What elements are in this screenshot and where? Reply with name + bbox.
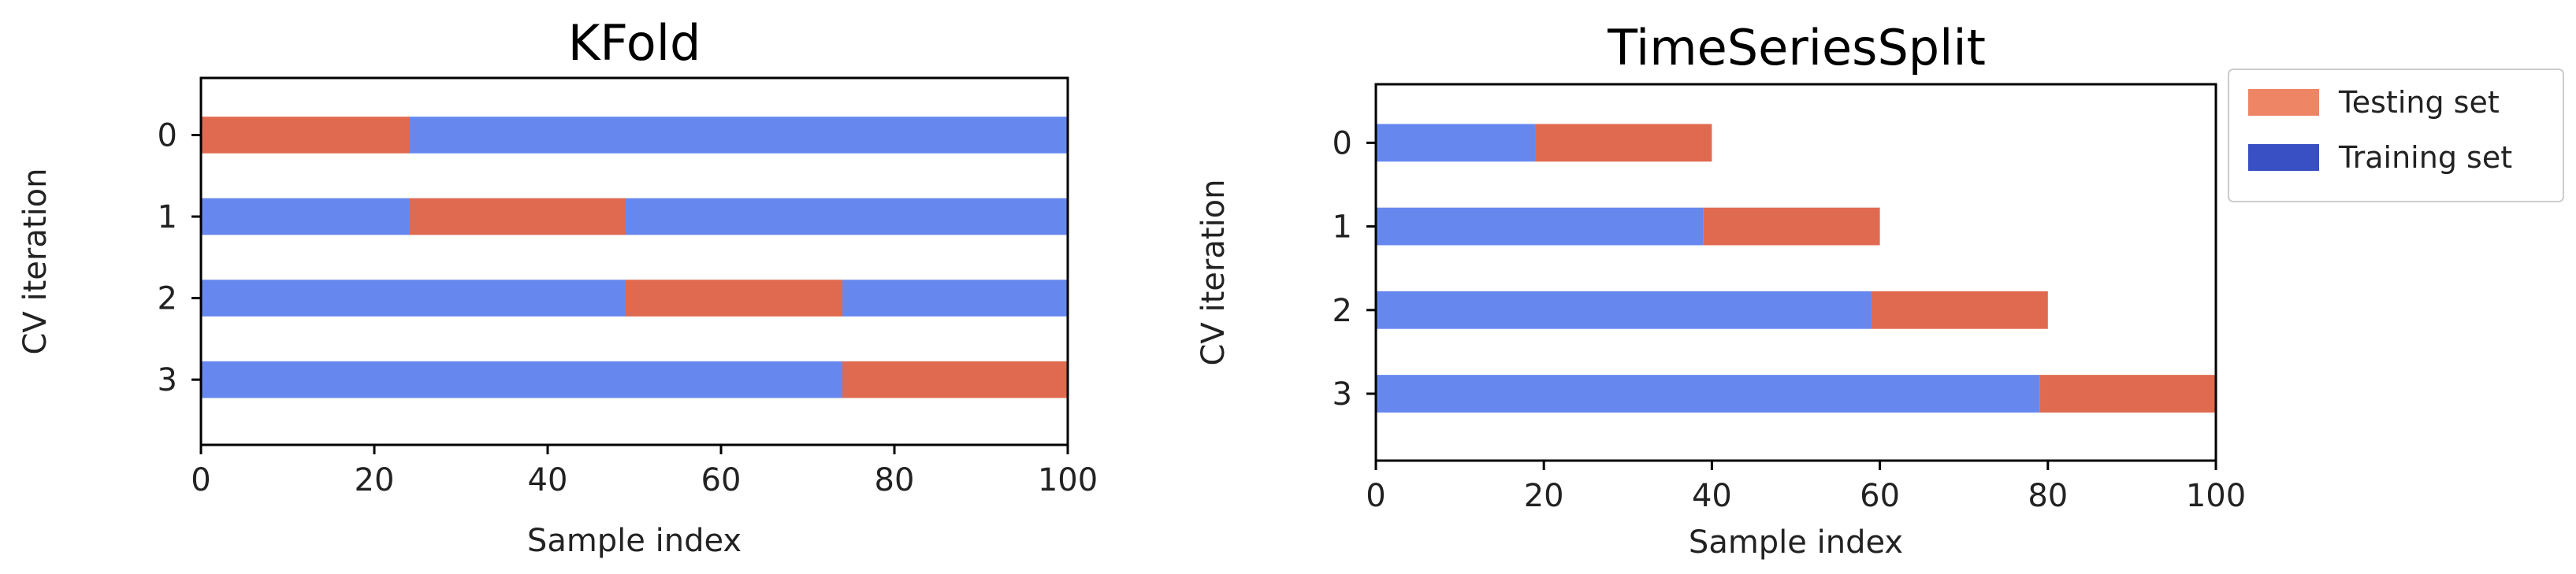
timeseriessplit-bar-iter3-testing-79 (2039, 375, 2216, 413)
legend: Testing set Training set (2228, 69, 2564, 202)
timeseriessplit-y-ticks: 0 1 2 3 (1333, 125, 1376, 413)
kfold-x-tick-label-80: 80 (875, 462, 915, 498)
kfold-title: KFold (568, 14, 701, 72)
timeseriessplit-bar-iter2-testing-59 (1871, 291, 2048, 329)
timeseriessplit-title: TimeSeriesSplit (1607, 19, 1986, 76)
kfold-bar-iter2-training-74 (842, 280, 1068, 317)
kfold-bar-iter2-testing-49 (626, 280, 842, 317)
timeseriessplit-x-tick-label-20: 20 (1524, 478, 1564, 514)
kfold-y-tick-label-2: 2 (158, 281, 177, 317)
timeseriessplit-y-axis-label: CV iteration (1195, 180, 1232, 366)
legend-training-label: Training set (2338, 140, 2512, 175)
timeseriessplit-panel: TimeSeriesSplit 0 20 40 60 80 100 0 1 2 3 Sample… (1195, 19, 2246, 561)
kfold-x-tick-label-60: 60 (701, 462, 742, 498)
kfold-bar-iter0-training-24 (409, 117, 1068, 154)
timeseriessplit-bar-iter1-testing-39 (1703, 207, 1880, 246)
kfold-x-tick-label-0: 0 (191, 462, 210, 498)
kfold-x-tick-label-100: 100 (1038, 462, 1098, 498)
legend-testing-swatch (2248, 89, 2319, 116)
timeseriessplit-y-tick-label-2: 2 (1333, 293, 1352, 329)
timeseriessplit-y-tick-label-1: 1 (1333, 209, 1352, 246)
timeseriessplit-x-ticks: 0 20 40 60 80 100 (1366, 461, 2246, 514)
kfold-bar-iter1-training-0 (201, 198, 409, 235)
timeseriessplit-y-tick-label-0: 0 (1333, 125, 1352, 161)
kfold-x-ticks: 0 20 40 60 80 100 (191, 445, 1098, 498)
legend-training-swatch (2248, 144, 2319, 171)
kfold-x-axis-label: Sample index (527, 523, 742, 559)
kfold-x-tick-label-20: 20 (355, 462, 395, 498)
kfold-bar-iter3-testing-74 (842, 361, 1068, 398)
kfold-bar-iter0-testing-0 (201, 117, 409, 154)
timeseriessplit-x-axis-label: Sample index (1689, 524, 1903, 561)
timeseriessplit-x-tick-label-100: 100 (2186, 478, 2246, 514)
kfold-y-axis-label: CV iteration (17, 168, 54, 355)
timeseriessplit-x-tick-label-0: 0 (1366, 478, 1385, 514)
timeseriessplit-x-tick-label-40: 40 (1692, 478, 1732, 514)
kfold-bars (201, 117, 1068, 398)
kfold-bar-iter3-training-0 (201, 361, 842, 398)
timeseriessplit-bar-iter3-training-0 (1376, 375, 2040, 413)
timeseriessplit-x-tick-label-80: 80 (2028, 478, 2068, 514)
kfold-bar-iter2-training-0 (201, 280, 626, 317)
kfold-panel: KFold 0 20 40 60 80 100 0 1 2 3 Sample index CV … (17, 14, 1098, 559)
timeseriessplit-bar-iter0-testing-19 (1535, 124, 1712, 162)
kfold-x-tick-label-40: 40 (528, 462, 568, 498)
kfold-bar-iter1-testing-24 (409, 198, 626, 235)
kfold-y-tick-label-0: 0 (158, 117, 177, 154)
timeseriessplit-bars (1376, 124, 2216, 413)
kfold-y-tick-label-3: 3 (158, 362, 177, 398)
kfold-bar-iter1-training-49 (626, 198, 1068, 235)
kfold-y-tick-label-1: 1 (158, 199, 177, 235)
timeseriessplit-bar-iter0-training-0 (1376, 124, 1536, 162)
legend-testing-label: Testing set (2338, 85, 2500, 120)
timeseriessplit-axes-frame (1374, 83, 2217, 462)
kfold-y-ticks: 0 1 2 3 (158, 117, 201, 398)
kfold-axes-frame (199, 76, 1069, 446)
timeseriessplit-bar-iter1-training-0 (1376, 207, 1704, 246)
timeseriessplit-y-tick-label-3: 3 (1333, 376, 1352, 413)
timeseriessplit-x-tick-label-60: 60 (1860, 478, 1900, 514)
timeseriessplit-bar-iter2-training-0 (1376, 291, 1872, 329)
